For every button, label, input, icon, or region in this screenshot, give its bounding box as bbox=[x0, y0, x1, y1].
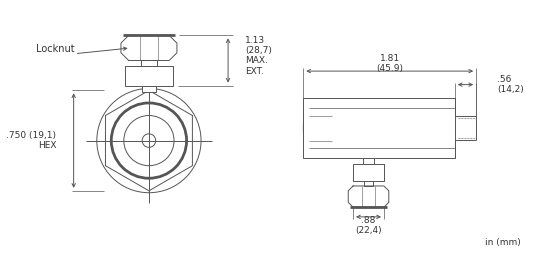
Text: .56
(14,2): .56 (14,2) bbox=[498, 75, 524, 94]
FancyBboxPatch shape bbox=[364, 181, 373, 186]
Text: .750 (19,1)
HEX: .750 (19,1) HEX bbox=[6, 131, 56, 150]
FancyBboxPatch shape bbox=[303, 98, 455, 158]
Text: 1.13
(28,7)
MAX.
EXT.: 1.13 (28,7) MAX. EXT. bbox=[246, 35, 272, 76]
FancyBboxPatch shape bbox=[125, 66, 173, 85]
Text: .88
(22,4): .88 (22,4) bbox=[355, 216, 382, 235]
Text: Locknut: Locknut bbox=[36, 44, 74, 54]
FancyBboxPatch shape bbox=[353, 164, 384, 181]
FancyBboxPatch shape bbox=[142, 85, 156, 92]
FancyBboxPatch shape bbox=[363, 158, 374, 164]
FancyBboxPatch shape bbox=[141, 61, 157, 66]
Text: 1.81
(45.9): 1.81 (45.9) bbox=[376, 54, 403, 73]
Text: in (mm): in (mm) bbox=[485, 238, 521, 247]
